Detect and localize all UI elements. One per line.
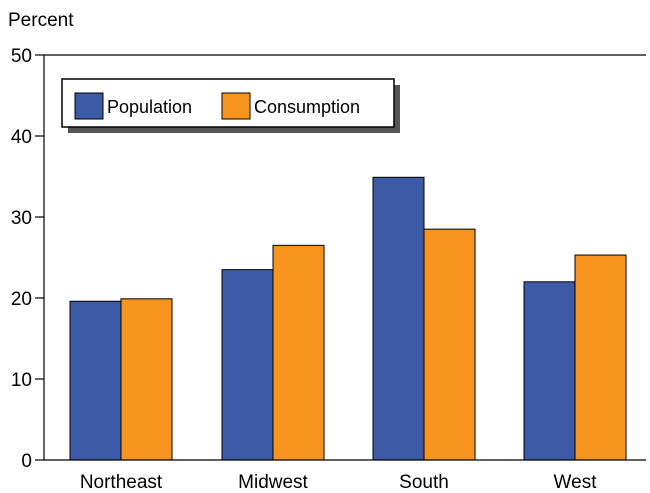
x-axis-labels: Northeast Midwest South West (80, 472, 597, 493)
y-tick-label: 0 (21, 451, 32, 472)
bar-population-midwest (221, 269, 274, 461)
bar-population-south (372, 176, 425, 461)
legend-label-population: Population (107, 97, 192, 117)
x-tick-label: West (554, 472, 598, 493)
y-axis-label: Percent (8, 10, 74, 31)
y-tick-label: 30 (11, 208, 32, 229)
bars (69, 176, 627, 461)
bar-population-northeast (69, 300, 122, 461)
legend-swatch-population (74, 92, 104, 120)
y-tick-label: 40 (11, 127, 32, 148)
bar-consumption-midwest (272, 244, 325, 461)
y-axis-ticks: 0 10 20 30 40 50 (11, 46, 44, 472)
legend-label-consumption: Consumption (254, 97, 360, 117)
bar-population-west (523, 281, 576, 461)
legend-swatch-consumption (221, 92, 251, 120)
bar-consumption-south (423, 228, 476, 461)
legend: Population Consumption (61, 78, 400, 133)
x-tick-label: Midwest (238, 472, 308, 493)
y-tick-label: 50 (11, 46, 32, 67)
bar-consumption-northeast (120, 298, 173, 461)
x-tick-label: Northeast (80, 472, 163, 493)
bar-consumption-west (574, 254, 627, 461)
y-tick-label: 20 (11, 289, 32, 310)
x-tick-label: South (399, 472, 449, 493)
y-tick-label: 10 (11, 370, 32, 391)
